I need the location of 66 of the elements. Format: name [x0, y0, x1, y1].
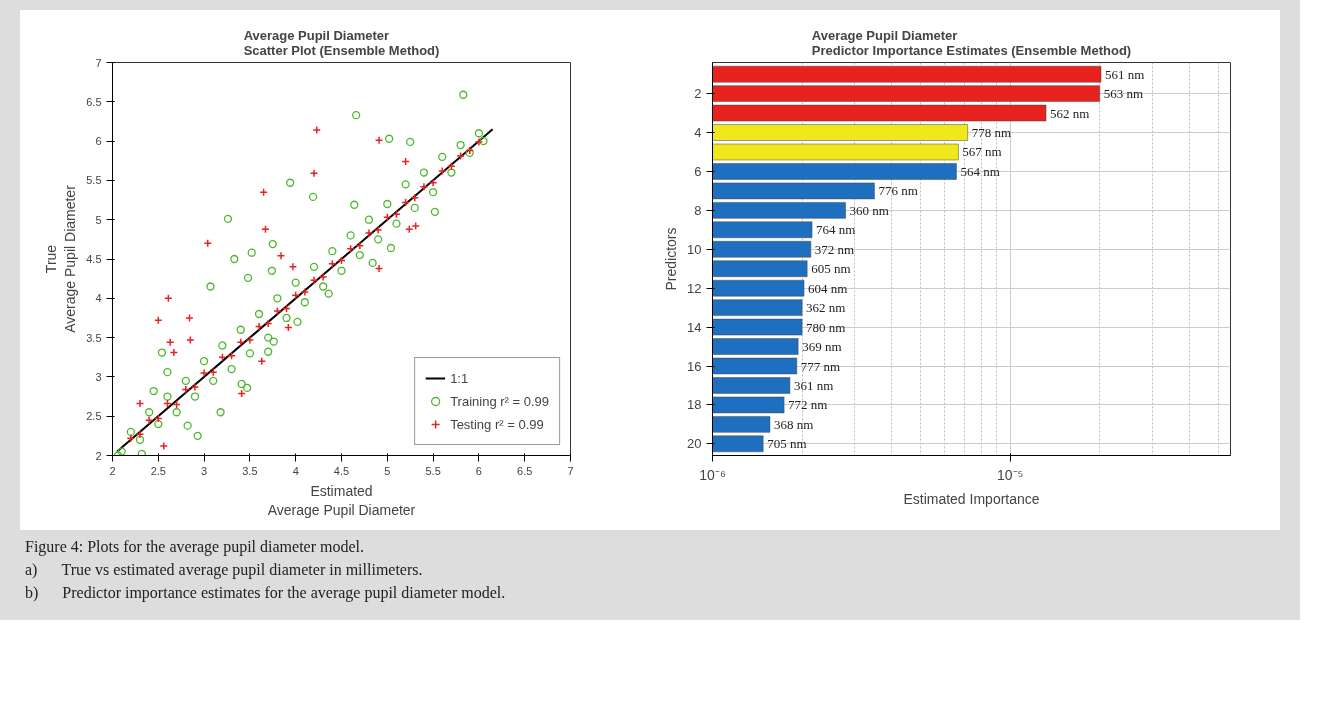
series-label: 777 nm [800, 358, 841, 374]
series-label: 362 nm [806, 300, 846, 316]
y-axis-title: Predictors [663, 227, 680, 291]
legend-label: Testing r² = 0.99 [450, 416, 544, 432]
y-tick-label: 18 [687, 397, 702, 413]
y-tick-label: 16 [687, 358, 702, 374]
y-tick-label: 6.5 [86, 95, 102, 108]
x-tick-label: 6 [475, 464, 482, 477]
series-label: 372 nm [814, 241, 855, 257]
x-tick-label: 5.5 [425, 464, 441, 477]
text: a) True vs estimated average pupil diameter in millimeters. [25, 561, 423, 579]
x-tick-label: 7 [567, 464, 574, 477]
y-tick-label: 4 [694, 125, 702, 141]
chart-title: Average Pupil Diameter Predictor Importance Estimates (Ensemble Method) [811, 27, 1132, 58]
x-tick-label: 3 [201, 464, 208, 477]
series-label: 369 nm [802, 339, 842, 355]
x-tick-label: 6.5 [517, 464, 533, 477]
y-tick-label: 10 [687, 241, 702, 257]
series-label: 567 nm [962, 144, 1002, 160]
text: b) Predictor importance estimates for the average pupil diameter model. [25, 584, 506, 602]
y-tick-label: 5.5 [86, 174, 102, 187]
series-label: 705 nm [767, 436, 807, 452]
x-tick-label: 4 [292, 464, 299, 477]
y-tick-label: 2.5 [86, 410, 102, 423]
series-label: 780 nm [806, 319, 846, 335]
series-label: 561 nm [1105, 66, 1145, 82]
series-label: 368 nm [773, 416, 814, 432]
y-tick-label: 3.5 [86, 331, 102, 344]
series-label: 360 nm [849, 202, 889, 218]
series-label: 604 nm [808, 280, 848, 296]
y-tick-label: 6 [694, 163, 702, 179]
caption: Figure 4: Plots for the average pupil diameter model. [25, 538, 365, 555]
y-tick-label: 6 [95, 135, 102, 148]
series-label: 778 nm [971, 125, 1012, 141]
x-tick-label: 2.5 [150, 464, 166, 477]
y-tick-label: 7 [95, 56, 102, 69]
chart-title: Average Pupil Diameter Scatter Plot (Ensemble Method) [243, 27, 440, 58]
series-label: 562 nm [1050, 105, 1090, 121]
y-tick-label: 4.5 [86, 253, 102, 265]
y-tick-label: 14 [687, 319, 702, 335]
legend-label: Training r² = 0.99 [450, 393, 549, 409]
series-label: 605 nm [811, 261, 851, 277]
y-tick-label: 12 [687, 280, 702, 296]
x-axis-title: Estimated Average Pupil Diameter [267, 482, 416, 518]
series-label: 776 nm [878, 183, 918, 199]
y-tick-label: 3 [95, 370, 102, 383]
series-label: 563 nm [1103, 86, 1144, 102]
y-tick-label: 5 [95, 213, 102, 226]
y-tick-label: 4 [95, 292, 102, 305]
x-tick-label: 2 [109, 464, 116, 477]
series-label: 772 nm [788, 397, 828, 413]
legend-label: 1:1 [450, 370, 470, 386]
y-tick-label: 20 [687, 436, 702, 452]
x-axis-title: Estimated Importance [903, 490, 1040, 507]
series-label: 764 nm [816, 222, 856, 238]
series-label: 361 nm [793, 377, 834, 393]
y-tick-label: 2 [95, 449, 102, 462]
x-tick-label: 3.5 [242, 464, 258, 477]
series-label: 564 nm [960, 163, 1000, 179]
x-tick-label: 4.5 [333, 464, 350, 477]
x-tick-label: 5 [384, 464, 391, 477]
x-tick-label: 10⁻⁵ [996, 466, 1024, 483]
y-tick-label: 8 [694, 202, 702, 218]
y-tick-label: 2 [694, 86, 702, 102]
y-axis-title: True Average Pupil Diameter [43, 184, 79, 333]
x-tick-label: 10⁻⁶ [699, 466, 726, 483]
